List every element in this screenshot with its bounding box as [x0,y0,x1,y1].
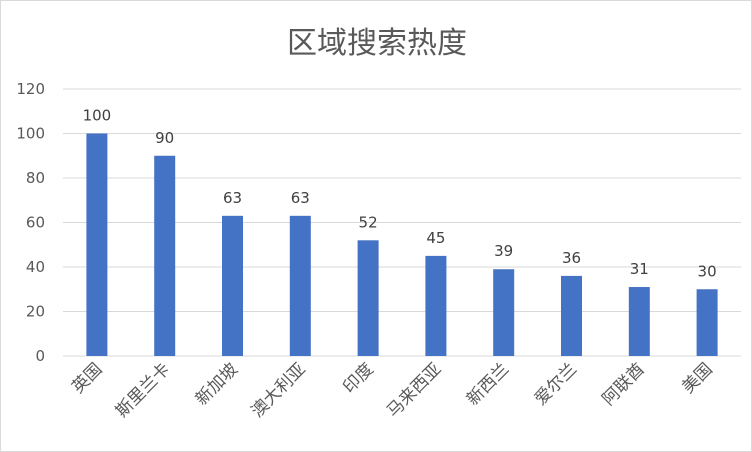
data-label: 45 [426,229,445,247]
data-label: 31 [630,260,649,278]
bar [154,155,176,356]
data-label: 100 [83,107,112,125]
y-axis-ticks: 0 20 40 60 80 100 120 [16,80,45,365]
category-label: 印度 [339,359,377,397]
y-tick-label: 20 [26,303,45,321]
y-tick-label: 40 [26,258,45,276]
bar [696,289,718,356]
data-label: 90 [155,129,174,147]
bar [222,215,243,356]
bar [493,269,515,356]
bar [561,275,582,356]
category-label: 马来西亚 [383,359,445,421]
gridlines [63,88,741,357]
category-label: 阿联酋 [599,359,649,409]
y-tick-label: 80 [26,169,45,187]
bar [425,255,447,356]
bar [628,287,650,356]
data-label: 52 [359,213,378,231]
data-label: 63 [291,189,310,207]
chart-title: 区域搜索热度 [287,26,467,61]
category-label: 澳大利亚 [248,359,310,421]
category-label: 新加坡 [192,359,242,409]
category-label: 爱尔兰 [531,359,581,409]
y-tick-label: 100 [16,125,45,143]
data-label: 36 [562,249,581,267]
category-label: 英国 [68,359,106,397]
y-tick-label: 60 [26,214,45,232]
data-label: 39 [494,242,513,260]
bar [357,240,379,356]
bar [289,215,311,356]
y-tick-label: 120 [16,80,45,98]
bars [86,133,718,356]
data-labels: 100 90 63 63 52 45 39 36 31 30 [83,107,717,281]
category-label: 美国 [678,359,716,397]
category-label: 新西兰 [463,359,513,409]
category-label: 斯里兰卡 [112,359,174,421]
bar [86,133,108,356]
y-tick-label: 0 [35,347,45,365]
category-labels: 英国 斯里兰卡 新加坡 澳大利亚 印度 马来西亚 新西兰 爱尔兰 阿联酋 美国 [68,359,716,421]
data-label: 63 [223,189,242,207]
data-label: 30 [698,262,717,280]
